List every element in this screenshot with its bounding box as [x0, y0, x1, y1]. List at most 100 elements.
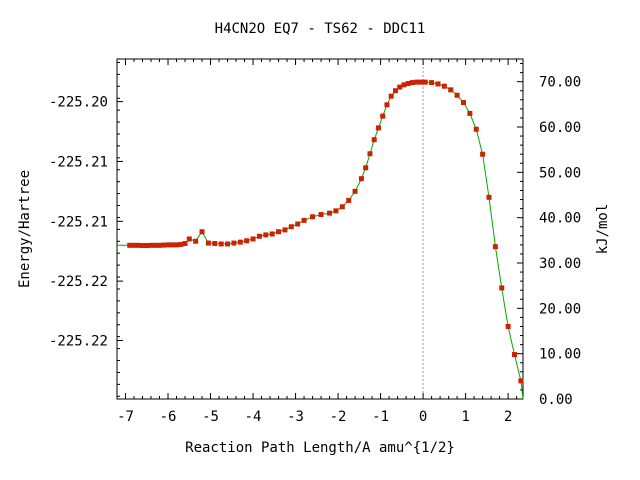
data-point: [397, 84, 403, 90]
chart-title: H4CN2O EQ7 - TS62 - DDC11: [215, 21, 426, 37]
data-point: [339, 204, 345, 210]
data-point: [218, 241, 224, 247]
data-point: [282, 227, 288, 233]
x-tick-label: -5: [202, 409, 219, 425]
data-point: [186, 236, 192, 242]
data-point: [276, 229, 282, 235]
data-point: [148, 242, 154, 248]
data-point: [392, 88, 398, 94]
x-tick-labels: -7 -6 -5 -4 -3 -2 -1 0 1 2: [117, 409, 512, 425]
y-left-tick-label: -225.22: [49, 334, 108, 350]
data-point: [384, 102, 390, 108]
data-point: [152, 242, 158, 248]
data-point: [269, 231, 275, 237]
data-point: [237, 239, 243, 245]
data-point: [263, 232, 269, 238]
data-point: [231, 240, 237, 246]
data-point: [295, 221, 301, 227]
data-point: [256, 233, 262, 239]
x-tick-label: -4: [245, 409, 262, 425]
x-tick-label: -2: [330, 409, 347, 425]
y-left-tick-label: -225.22: [49, 274, 108, 290]
data-point: [460, 100, 466, 106]
data-point: [405, 80, 411, 86]
y-right-tick-label: 10.00: [539, 347, 581, 363]
y-axis-label-left: Energy/Hartree: [17, 170, 33, 288]
y-right-tick-label: 20.00: [539, 301, 581, 317]
data-point: [363, 165, 369, 171]
data-point: [135, 242, 141, 248]
data-point: [371, 137, 377, 143]
data-point: [388, 93, 394, 99]
x-tick-label: 0: [419, 409, 427, 425]
x-tick-label: 2: [504, 409, 512, 425]
data-point: [358, 176, 364, 182]
data-point: [301, 217, 307, 223]
data-point: [505, 323, 511, 329]
data-point: [225, 241, 231, 247]
axis-ticks: [117, 59, 523, 400]
data-point: [199, 229, 205, 235]
data-point: [414, 79, 420, 85]
data-point: [346, 197, 352, 203]
x-tick-label: -1: [372, 409, 389, 425]
data-point: [327, 210, 333, 216]
data-point: [401, 82, 407, 88]
data-point: [161, 242, 167, 248]
data-point: [169, 242, 175, 248]
data-point: [492, 244, 498, 250]
plot-frame: [116, 58, 524, 400]
x-tick-label: 1: [461, 409, 469, 425]
data-point: [454, 92, 460, 98]
data-point: [140, 243, 146, 249]
data-point: [499, 285, 505, 291]
y-right-tick-label: 0.00: [539, 392, 573, 408]
data-point: [380, 113, 386, 119]
data-point: [165, 242, 171, 248]
x-tick-label: -3: [287, 409, 304, 425]
y-axis-label-right: kJ/mol: [595, 204, 611, 255]
data-point: [288, 224, 294, 230]
data-point: [212, 241, 218, 247]
y-right-tick-labels: 0.00 10.00 20.00 30.00 40.00 50.00 60.00 70.00: [539, 75, 581, 408]
data-point: [182, 241, 188, 247]
data-point: [429, 80, 435, 86]
data-point: [178, 241, 184, 247]
data-point: [131, 242, 137, 248]
data-point: [144, 243, 150, 249]
data-point: [157, 242, 163, 248]
data-point: [448, 87, 454, 93]
data-point: [441, 83, 447, 89]
y-right-tick-label: 50.00: [539, 165, 581, 181]
y-right-tick-label: 40.00: [539, 211, 581, 227]
y-left-tick-label: -225.21: [49, 214, 108, 230]
x-axis-label: Reaction Path Length/A amu^{1/2}: [185, 440, 455, 456]
data-point: [367, 151, 373, 157]
y-right-tick-label: 30.00: [539, 256, 581, 272]
data-point: [511, 352, 517, 358]
data-point: [333, 208, 339, 214]
data-point: [205, 240, 211, 246]
y-right-tick-label: 70.00: [539, 75, 581, 91]
y-right-tick-label: 60.00: [539, 120, 581, 136]
data-point: [244, 238, 250, 244]
data-point: [467, 110, 473, 116]
x-tick-label: -6: [160, 409, 177, 425]
data-point: [435, 81, 441, 87]
data-point: [193, 238, 199, 244]
y-left-tick-label: -225.20: [49, 95, 108, 111]
data-point: [409, 80, 415, 86]
data-point: [250, 236, 256, 242]
data-markers: [127, 79, 524, 384]
data-point: [174, 242, 180, 248]
y-left-tick-label: -225.21: [49, 154, 108, 170]
data-point: [375, 125, 381, 131]
data-point: [518, 378, 524, 384]
y-left-tick-labels: -225.20 -225.21 -225.21 -225.22 -225.22: [49, 95, 108, 350]
data-point: [318, 211, 324, 217]
data-point: [422, 79, 428, 85]
data-point: [127, 242, 133, 248]
data-point: [486, 194, 492, 200]
x-tick-label: -7: [117, 409, 134, 425]
energy-curve: [117, 81, 524, 400]
